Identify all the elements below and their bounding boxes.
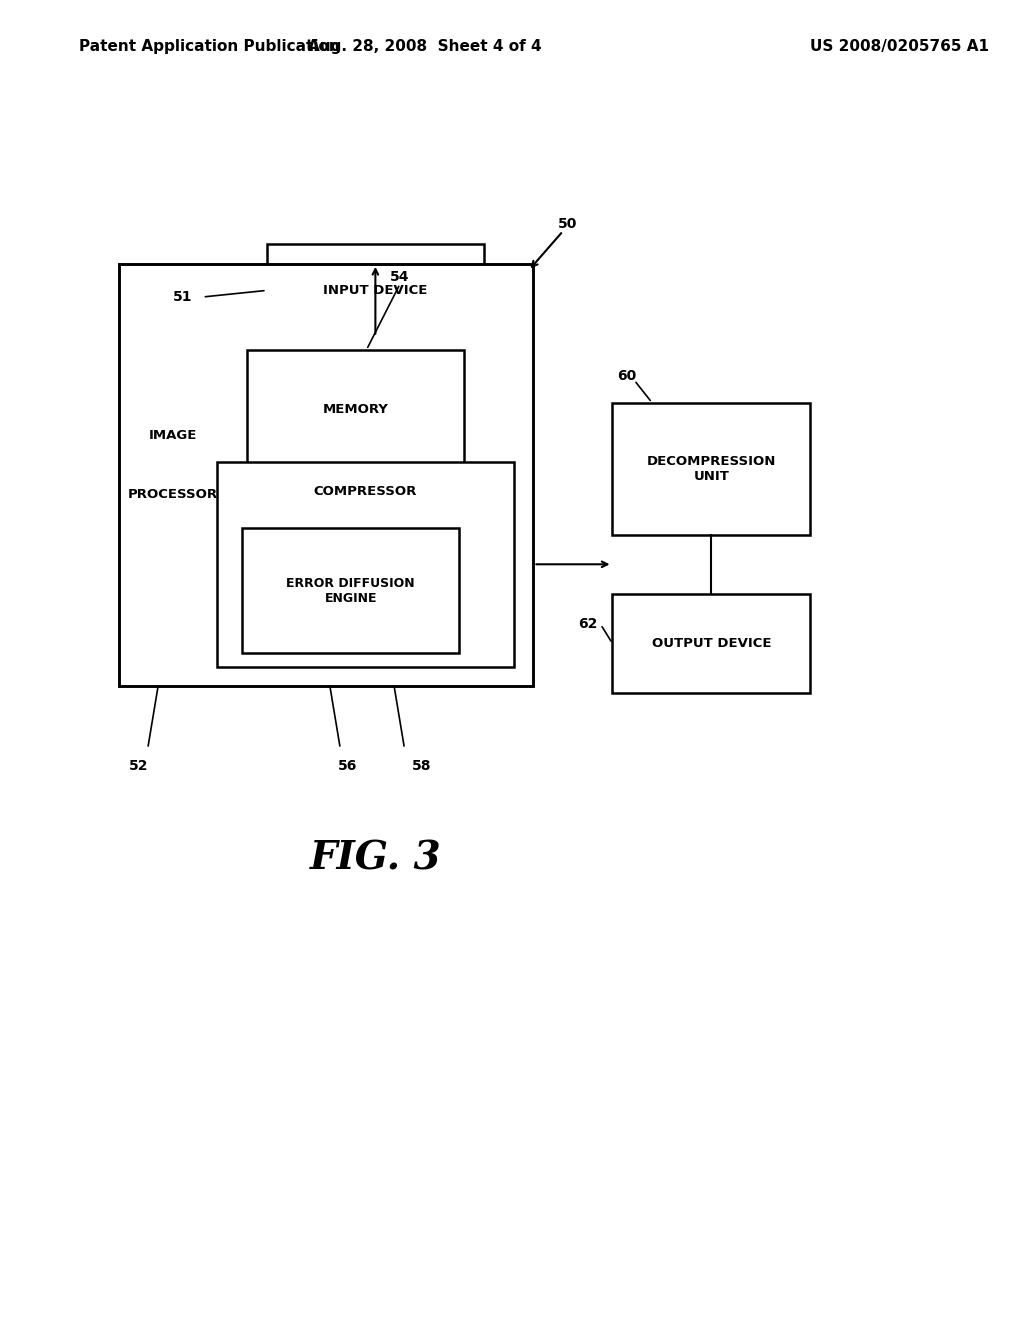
Text: 54: 54 — [390, 271, 410, 284]
Text: IMAGE: IMAGE — [148, 429, 197, 442]
Text: 60: 60 — [617, 370, 637, 383]
Text: ERROR DIFFUSION
ENGINE: ERROR DIFFUSION ENGINE — [287, 577, 415, 605]
Text: 56: 56 — [338, 759, 357, 774]
Text: 50: 50 — [558, 218, 578, 231]
Text: MEMORY: MEMORY — [323, 403, 388, 416]
FancyBboxPatch shape — [266, 244, 484, 337]
Text: 52: 52 — [129, 759, 148, 774]
Text: 58: 58 — [412, 759, 431, 774]
FancyBboxPatch shape — [242, 528, 460, 653]
FancyBboxPatch shape — [217, 462, 514, 667]
Text: COMPRESSOR: COMPRESSOR — [313, 484, 417, 498]
Text: OUTPUT DEVICE: OUTPUT DEVICE — [651, 638, 771, 649]
Text: Patent Application Publication: Patent Application Publication — [79, 38, 340, 54]
Text: Aug. 28, 2008  Sheet 4 of 4: Aug. 28, 2008 Sheet 4 of 4 — [308, 38, 542, 54]
FancyBboxPatch shape — [612, 403, 810, 535]
FancyBboxPatch shape — [119, 264, 534, 686]
FancyBboxPatch shape — [612, 594, 810, 693]
Text: FIG. 3: FIG. 3 — [309, 840, 441, 876]
Text: US 2008/0205765 A1: US 2008/0205765 A1 — [810, 38, 989, 54]
Text: 62: 62 — [579, 618, 598, 631]
Text: DECOMPRESSION
UNIT: DECOMPRESSION UNIT — [646, 454, 776, 483]
Text: PROCESSOR: PROCESSOR — [128, 488, 218, 502]
Text: INPUT DEVICE: INPUT DEVICE — [324, 284, 428, 297]
FancyBboxPatch shape — [247, 350, 464, 469]
Text: 51: 51 — [173, 290, 193, 304]
